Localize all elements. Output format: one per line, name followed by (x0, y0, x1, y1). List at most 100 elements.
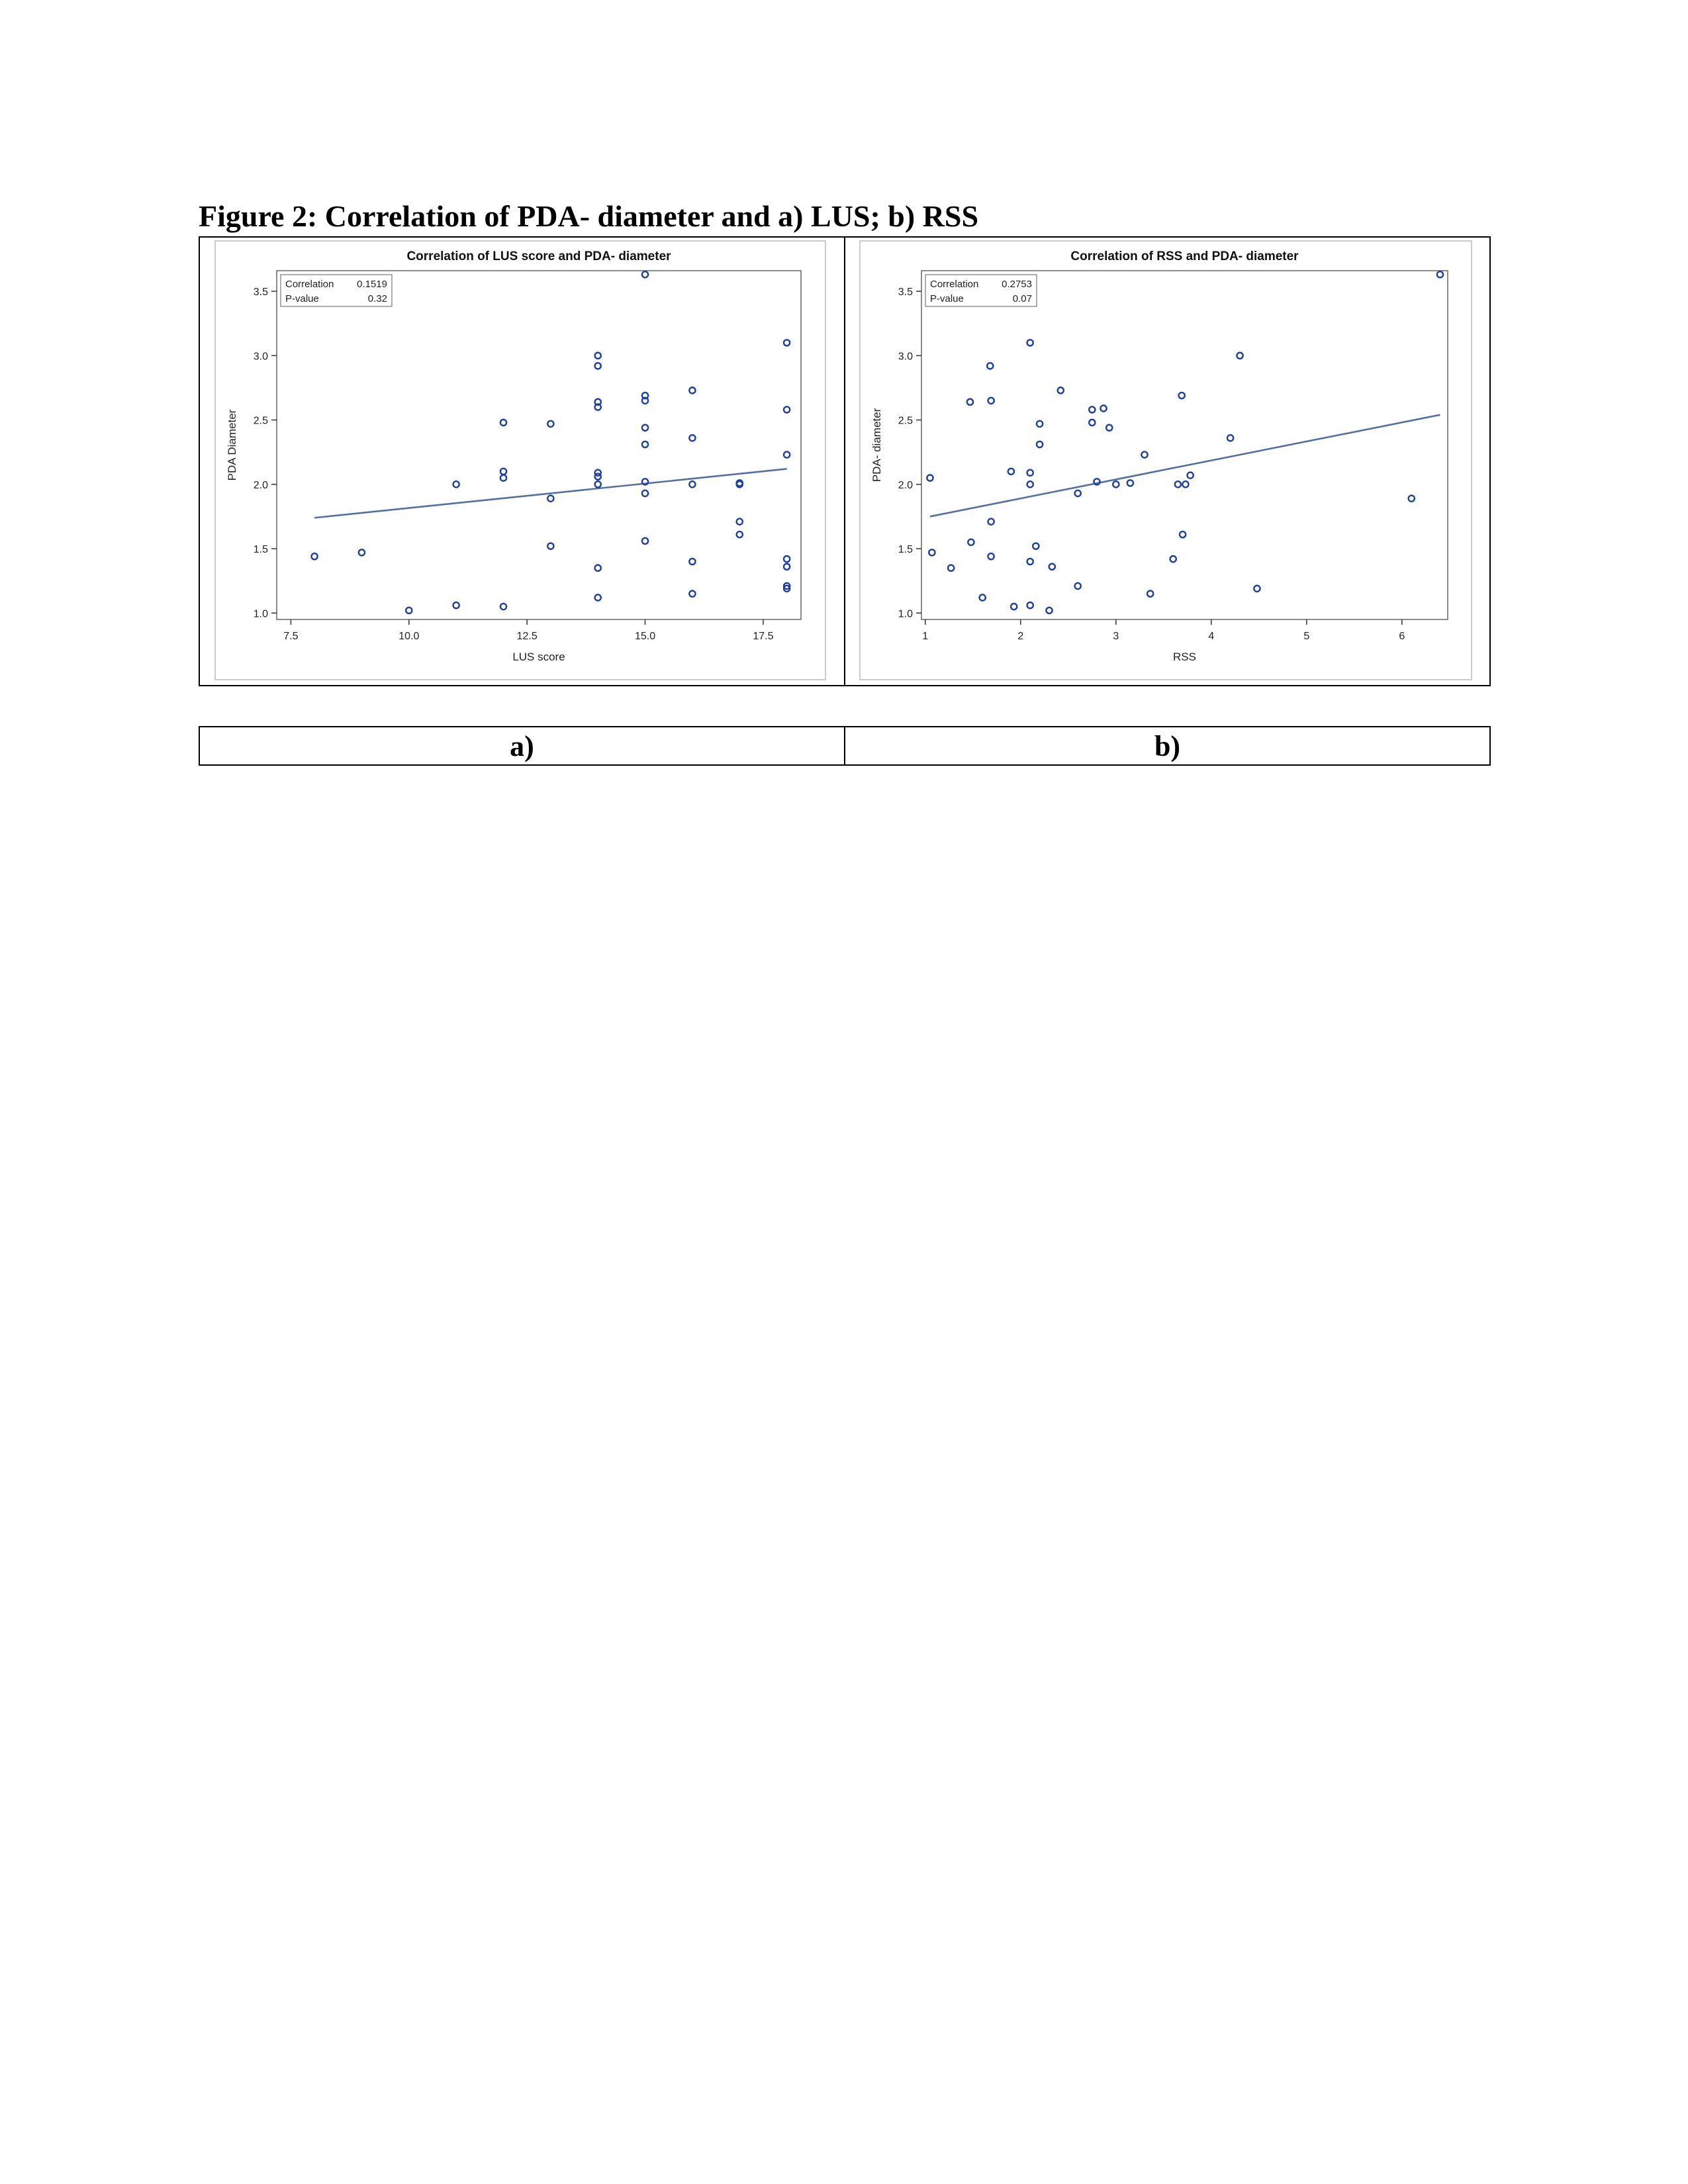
data-point (1035, 440, 1044, 449)
data-point (641, 424, 649, 432)
data-point (594, 480, 602, 488)
data-point (1112, 480, 1120, 488)
data-point (641, 537, 649, 545)
data-point (499, 602, 508, 611)
data-point (594, 469, 602, 477)
plot-area (921, 270, 1448, 620)
scatter-chart-rss: Correlation of RSS and PDA- diameter 1.0 1… (859, 240, 1472, 680)
panel-label-b: b) (1154, 729, 1181, 762)
data-point (357, 549, 366, 557)
x-axis-label: RSS (1173, 651, 1196, 663)
data-point (310, 552, 318, 561)
x-tick-label: 1 (922, 631, 928, 642)
stats-label: P-value (285, 293, 319, 304)
fit-line (929, 414, 1440, 518)
plot-area (276, 270, 802, 620)
data-point (641, 271, 649, 279)
data-point (782, 582, 791, 590)
data-point (1105, 424, 1113, 432)
x-tick-label: 17.5 (753, 631, 773, 642)
x-tick-label: 5 (1303, 631, 1309, 642)
data-point (1045, 606, 1053, 615)
data-point (978, 594, 986, 602)
data-point (735, 518, 744, 526)
figure-table: Correlation of LUS score and PDA- diamet… (199, 236, 1491, 686)
y-tick-label: 2.5 (898, 416, 913, 427)
data-point (688, 434, 696, 442)
data-point (594, 403, 602, 411)
data-point (1088, 406, 1096, 414)
data-point (1026, 339, 1034, 347)
data-point (688, 480, 696, 488)
data-point (1178, 391, 1186, 400)
stats-value: 0.07 (1013, 293, 1032, 304)
x-tick-label: 4 (1208, 631, 1214, 642)
data-point (782, 584, 791, 593)
data-point (594, 473, 602, 480)
data-point (1093, 478, 1101, 486)
data-point (1007, 467, 1015, 476)
data-point (1009, 602, 1018, 611)
data-point (782, 563, 791, 571)
data-point (688, 557, 696, 566)
data-point (1236, 351, 1244, 360)
y-tick-label: 2.0 (254, 480, 268, 491)
data-point (967, 538, 975, 547)
data-point (547, 494, 555, 503)
data-point (947, 564, 955, 572)
data-point (1169, 555, 1178, 563)
data-point (966, 398, 974, 406)
data-point (1026, 480, 1034, 488)
stats-label: Correlation (930, 279, 978, 290)
y-tick-label: 1.0 (254, 608, 268, 619)
data-point (1182, 480, 1190, 488)
data-point (1146, 590, 1154, 598)
data-point (926, 474, 934, 482)
y-tick-label: 2.0 (898, 480, 913, 491)
stats-value: 0.32 (368, 293, 387, 304)
data-point (1074, 489, 1082, 498)
data-point (688, 590, 696, 598)
data-point (1226, 434, 1235, 442)
x-tick-label: 6 (1399, 631, 1405, 642)
data-point (499, 418, 508, 427)
data-point (1407, 494, 1416, 503)
graph-frame (859, 240, 1472, 680)
data-point (1178, 530, 1187, 539)
data-point (452, 480, 460, 488)
y-tick-label: 1.5 (254, 544, 268, 555)
panel-label-a: a) (200, 727, 845, 764)
data-point (1126, 479, 1135, 487)
data-point (594, 564, 602, 572)
x-tick-label: 2 (1017, 631, 1023, 642)
x-tick-label: 7.5 (283, 631, 298, 642)
data-point (594, 594, 602, 602)
stats-value: 0.2753 (1002, 279, 1032, 290)
fit-line (314, 468, 787, 519)
stats-box (280, 274, 393, 307)
y-tick-label: 1.0 (898, 608, 913, 619)
x-tick-label: 10.0 (399, 631, 419, 642)
data-point (782, 339, 791, 347)
data-point (987, 396, 995, 405)
data-point (1056, 387, 1065, 394)
graph-frame (214, 240, 826, 680)
data-point (735, 480, 744, 488)
data-point (1074, 582, 1082, 590)
data-point (1436, 271, 1444, 279)
label-table: a) b) (199, 726, 1491, 766)
chart-title: Correlation of LUS score and PDA- diamet… (406, 250, 671, 263)
data-point (594, 351, 602, 360)
stats-label: P-value (930, 293, 964, 304)
data-point (782, 555, 791, 563)
data-point (1026, 601, 1034, 610)
figure-cell-b: Correlation of RSS and PDA- diameter 1.0 1… (845, 238, 1489, 685)
scatter-chart-lus: Correlation of LUS score and PDA- diamet… (214, 240, 826, 680)
data-point (641, 396, 649, 405)
figure-cell-a: Correlation of LUS score and PDA- diamet… (200, 238, 845, 685)
x-tick-label: 3 (1113, 631, 1119, 642)
data-point (1100, 404, 1107, 412)
data-point (782, 406, 791, 414)
data-point (1141, 451, 1149, 459)
x-axis-label: LUS score (512, 651, 565, 663)
